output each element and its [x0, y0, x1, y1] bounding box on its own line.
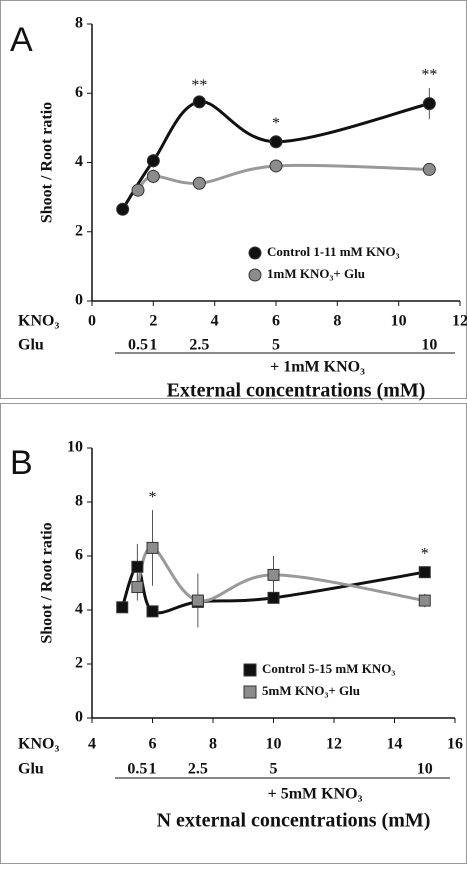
y-tick-label: 8 — [75, 493, 83, 510]
marker — [418, 594, 431, 607]
row-note: + 5mM KNO₃ — [268, 786, 363, 803]
marker — [422, 162, 436, 176]
row-label: Glu — [18, 761, 44, 778]
y-axis-title: Shoot / Root ratio — [39, 102, 56, 223]
marker — [422, 97, 436, 111]
glu-tick-label: 0.5 — [127, 761, 147, 778]
significance: * — [149, 489, 157, 506]
x-tick-label: 14 — [387, 736, 403, 753]
legend-marker — [243, 685, 257, 699]
marker — [131, 581, 144, 594]
glu-tick-label: 1 — [149, 761, 157, 778]
marker — [131, 183, 145, 197]
row-label: KNO₃ — [18, 736, 59, 753]
x-tick-label: 4 — [211, 313, 219, 330]
significance: * — [272, 115, 280, 132]
legend-label: 5mM KNO₃+ Glu — [262, 683, 360, 698]
glu-tick-label: 5 — [270, 761, 278, 778]
panel-frame — [0, 0, 467, 399]
y-tick-label: 10 — [67, 439, 83, 456]
y-tick-label: 6 — [75, 547, 83, 564]
marker — [146, 154, 160, 168]
x-tick-label: 4 — [88, 736, 96, 753]
x-tick-label: 0 — [88, 313, 96, 330]
marker — [418, 566, 431, 579]
glu-tick-label: 2.5 — [188, 761, 208, 778]
glu-tick-label: 2.5 — [189, 337, 209, 354]
x-tick-label: 2 — [149, 313, 157, 330]
panel-frame — [0, 403, 467, 864]
legend-label: Control 1-11 mM KNO₃ — [267, 244, 400, 259]
significance: * — [421, 545, 429, 562]
marker — [192, 95, 206, 109]
y-tick-label: 2 — [75, 222, 83, 239]
marker — [269, 135, 283, 149]
significance: ** — [191, 77, 207, 94]
y-tick-label: 4 — [75, 601, 83, 618]
panel-label: B — [10, 444, 33, 482]
marker — [131, 560, 144, 573]
row-label: Glu — [18, 337, 44, 354]
x-tick-label: 12 — [326, 736, 342, 753]
y-tick-label: 0 — [75, 292, 83, 309]
y-tick-label: 0 — [75, 709, 83, 726]
glu-tick-label: 10 — [421, 337, 437, 354]
x-tick-label: 6 — [149, 736, 157, 753]
series-line — [135, 546, 426, 603]
glu-tick-label: 1 — [149, 337, 157, 354]
y-axis-title: Shoot / Root ratio — [39, 522, 56, 643]
y-tick-label: 8 — [75, 15, 83, 32]
x-axis-title: N external concentrations (mM) — [157, 810, 431, 832]
glu-tick-label: 10 — [417, 761, 433, 778]
significance: ** — [421, 67, 437, 84]
legend-marker — [248, 268, 262, 282]
x-axis-title: External concentrations (mM) — [167, 380, 426, 402]
marker — [267, 568, 280, 581]
marker — [116, 601, 129, 614]
marker — [146, 169, 160, 183]
x-tick-label: 12 — [452, 313, 467, 330]
y-tick-label: 2 — [75, 655, 83, 672]
series-line — [136, 163, 430, 192]
marker — [267, 591, 280, 604]
marker — [191, 594, 204, 607]
x-tick-label: 8 — [209, 736, 217, 753]
legend-label: 1mM KNO₃+ Glu — [267, 266, 365, 281]
x-tick-label: 16 — [447, 736, 463, 753]
glu-tick-label: 0.5 — [128, 337, 148, 354]
glu-tick-label: 5 — [272, 337, 280, 354]
x-tick-label: 10 — [266, 736, 282, 753]
panel-label: A — [10, 21, 33, 59]
x-tick-label: 6 — [272, 313, 280, 330]
marker — [146, 605, 159, 618]
y-tick-label: 6 — [75, 84, 83, 101]
legend-label: Control 5-15 mM KNO₃ — [262, 661, 395, 676]
marker — [146, 541, 159, 554]
x-tick-label: 8 — [333, 313, 341, 330]
row-label: KNO₃ — [18, 313, 59, 330]
marker — [116, 202, 130, 216]
marker — [192, 176, 206, 190]
legend-marker — [248, 246, 262, 260]
y-tick-label: 4 — [75, 153, 83, 170]
marker — [269, 159, 283, 173]
x-tick-label: 10 — [391, 313, 407, 330]
legend-marker — [243, 663, 257, 677]
row-note: + 1mM KNO₃ — [270, 359, 365, 376]
